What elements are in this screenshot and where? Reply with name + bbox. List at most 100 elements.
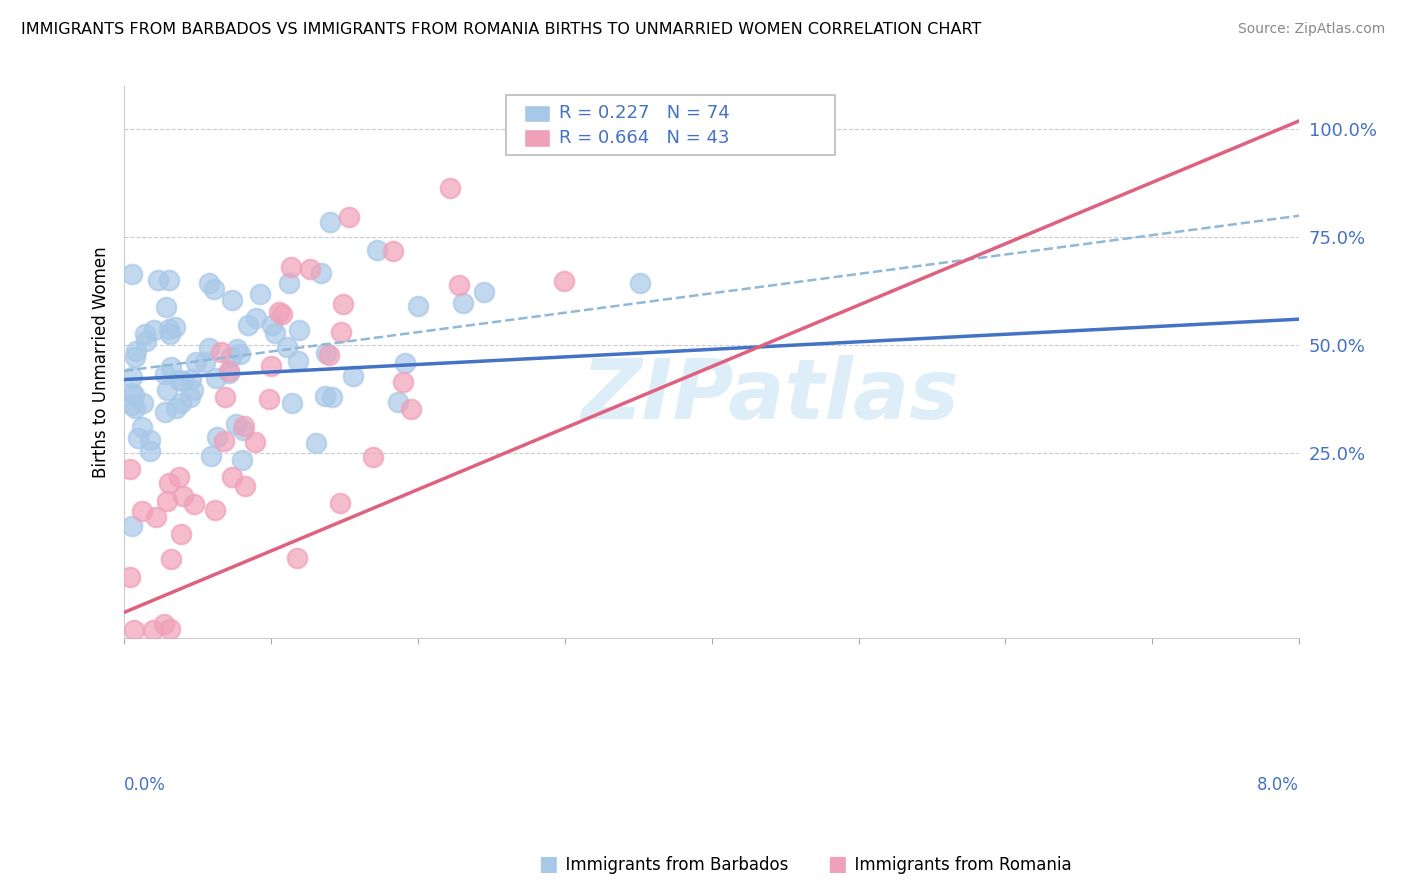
Point xyxy=(219,350,242,364)
Bar xyxy=(523,129,550,147)
Point xyxy=(167,373,190,387)
Point xyxy=(121,370,143,384)
Point xyxy=(305,436,328,450)
Point xyxy=(232,424,254,438)
Point xyxy=(337,210,360,224)
Text: Source: ZipAtlas.com: Source: ZipAtlas.com xyxy=(1237,22,1385,37)
Point xyxy=(319,215,342,229)
Point xyxy=(281,396,304,410)
Text: Immigrants from Barbados: Immigrants from Barbados xyxy=(555,855,789,873)
Point xyxy=(315,346,337,360)
Point xyxy=(221,469,243,483)
Point xyxy=(231,453,253,467)
Point xyxy=(332,297,354,311)
Point xyxy=(122,388,145,402)
Point xyxy=(121,386,143,401)
Point xyxy=(218,366,240,380)
Point xyxy=(330,326,353,340)
Point xyxy=(263,326,285,340)
Point xyxy=(406,299,429,313)
Point xyxy=(134,326,156,341)
Point xyxy=(200,449,222,463)
Point xyxy=(142,623,165,637)
Point xyxy=(127,431,149,445)
Point xyxy=(139,443,162,458)
Point xyxy=(270,307,292,321)
Point xyxy=(204,503,226,517)
Point xyxy=(449,278,471,293)
Point xyxy=(121,398,143,412)
Point xyxy=(218,364,240,378)
Point xyxy=(453,296,475,310)
FancyBboxPatch shape xyxy=(506,95,835,155)
Point xyxy=(118,569,141,583)
Point xyxy=(267,304,290,318)
Point xyxy=(387,395,409,409)
Point xyxy=(205,371,228,385)
Point xyxy=(172,489,194,503)
Point xyxy=(288,323,311,337)
Point xyxy=(366,243,388,257)
Point xyxy=(121,267,143,281)
Point xyxy=(212,434,235,448)
Point xyxy=(329,495,352,509)
Point xyxy=(394,356,416,370)
Point xyxy=(299,261,322,276)
Text: 0.0%: 0.0% xyxy=(124,776,166,794)
Point xyxy=(399,402,422,417)
Text: ■: ■ xyxy=(827,854,846,873)
Point xyxy=(194,355,217,369)
Point xyxy=(124,351,146,365)
Point xyxy=(156,493,179,508)
Text: 8.0%: 8.0% xyxy=(1257,776,1299,794)
Point xyxy=(131,504,153,518)
Point xyxy=(165,320,187,334)
Point xyxy=(172,374,194,388)
Point xyxy=(121,519,143,533)
Point xyxy=(226,342,249,356)
Point xyxy=(170,396,193,410)
Point xyxy=(236,318,259,332)
Point xyxy=(202,282,225,296)
Text: ZIPatlas: ZIPatlas xyxy=(582,355,959,436)
Point xyxy=(207,430,229,444)
Point xyxy=(229,347,252,361)
Point xyxy=(124,623,146,637)
Point xyxy=(125,344,148,359)
Text: Immigrants from Romania: Immigrants from Romania xyxy=(844,855,1071,873)
Point xyxy=(285,550,308,565)
Point xyxy=(132,396,155,410)
Text: R = 0.227   N = 74: R = 0.227 N = 74 xyxy=(560,104,730,122)
Point xyxy=(183,497,205,511)
Point xyxy=(148,273,170,287)
Point xyxy=(318,348,340,362)
Point xyxy=(392,375,415,389)
Point xyxy=(243,434,266,449)
Point xyxy=(342,369,364,384)
Point xyxy=(235,479,257,493)
Point xyxy=(180,372,202,386)
Point xyxy=(276,340,298,354)
Point xyxy=(135,334,157,349)
Point xyxy=(153,367,176,381)
Point xyxy=(209,344,232,359)
Point xyxy=(184,355,207,369)
Point xyxy=(159,326,181,341)
Point xyxy=(225,417,247,432)
Point xyxy=(221,293,243,307)
Point xyxy=(181,383,204,397)
Point xyxy=(118,462,141,476)
Point xyxy=(197,341,219,355)
Point xyxy=(156,383,179,397)
Point xyxy=(157,475,180,490)
Point xyxy=(309,266,332,280)
Point xyxy=(214,390,236,404)
Point xyxy=(245,311,267,326)
Point xyxy=(249,287,271,301)
Point xyxy=(198,276,221,290)
Point xyxy=(257,392,280,406)
Point xyxy=(167,470,190,484)
Point xyxy=(157,321,180,335)
Point xyxy=(553,274,575,288)
Point xyxy=(260,359,283,374)
